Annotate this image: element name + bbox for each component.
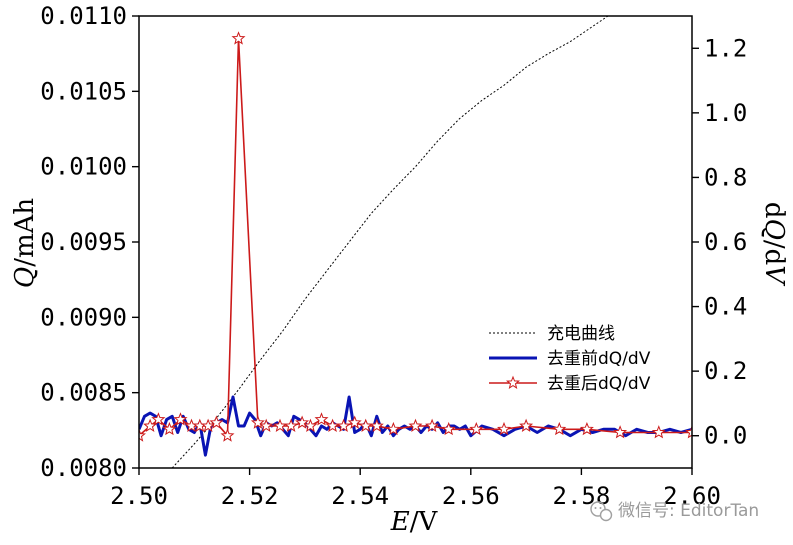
- y-right-tick-label: 1.2: [704, 34, 747, 62]
- series-point-star: [259, 418, 274, 433]
- series-point-star: [369, 418, 384, 433]
- series-point-star: [273, 418, 287, 433]
- series-point-star: [579, 421, 594, 436]
- series-point-star: [441, 421, 456, 436]
- y-left-axis-title: Q/mAh: [10, 198, 40, 289]
- legend-label-charge-curve: 充电曲线: [547, 324, 615, 344]
- series-point-star: [425, 418, 440, 433]
- series-point-star: [303, 418, 318, 433]
- series-layer: [139, 16, 692, 468]
- series-point-star: [347, 415, 362, 429]
- series-point-star: [386, 421, 401, 436]
- series-point-star: [314, 412, 329, 426]
- series-point-star: [358, 418, 373, 433]
- legend-label-after-dedup: 去重后dQ/dV: [547, 374, 651, 394]
- series-point-star: [173, 412, 188, 426]
- legend-star-marker: [506, 375, 520, 390]
- legend: 充电曲线 去重前dQ/dV 去重后dQ/dV: [489, 324, 651, 394]
- ticks-layer: 2.50 2.52 2.54 2.56 2.58 2.600.00800.00850.00…: [40, 2, 747, 510]
- y-left-tick-label: 0.0095: [40, 228, 127, 256]
- series-point-star: [469, 421, 484, 436]
- series-point-star: [497, 421, 511, 436]
- x-axis-title: E/V: [390, 507, 439, 537]
- legend-label-before-dedup: 去重前dQ/dV: [547, 349, 651, 369]
- series-point-star: [201, 418, 216, 433]
- series-point-star: [139, 428, 146, 442]
- y-left-tick-label: 0.0110: [40, 2, 127, 30]
- x-tick-label: 2.56: [442, 482, 500, 510]
- y-right-axis-title: dQ/dV: [759, 202, 789, 286]
- series-line-1: [171, 16, 609, 468]
- x-tick-label: 2.54: [331, 482, 389, 510]
- y-left-tick-label: 0.0080: [40, 454, 127, 482]
- x-tick-label: 2.58: [553, 482, 611, 510]
- series-point-star: [220, 428, 235, 442]
- y-right-tick-label: 0.2: [704, 357, 747, 385]
- series-point-star: [685, 425, 692, 439]
- series-point-star: [408, 418, 423, 433]
- legend-star-marker-shape: [506, 375, 520, 390]
- y-right-tick-label: 1.0: [704, 99, 747, 127]
- series-point-star: [613, 425, 628, 439]
- series-point-star: [325, 418, 340, 433]
- series-point-star: [209, 415, 224, 429]
- series-point-star: [151, 412, 166, 426]
- series-point-star: [284, 418, 299, 433]
- watermark: 微信号: EditorTan: [590, 501, 759, 522]
- y-right-tick-label: 0.6: [704, 228, 747, 256]
- y-right-tick-label: 0.0: [704, 422, 747, 450]
- y-right-tick-label: 0.4: [704, 293, 747, 321]
- series-point-star: [231, 31, 246, 45]
- y-left-tick-label: 0.0085: [40, 379, 127, 407]
- y-right-tick-label: 0.8: [704, 163, 747, 191]
- series-point-star: [250, 415, 265, 429]
- x-tick-label: 2.50: [110, 482, 168, 510]
- x-tick-label: 2.60: [663, 482, 721, 510]
- series-point-star: [519, 418, 534, 433]
- series-point-star: [552, 421, 567, 436]
- y-left-tick-label: 0.0105: [40, 77, 127, 105]
- wechat-icon: [590, 501, 613, 522]
- series-point-star: [651, 425, 666, 439]
- x-tick-label: 2.52: [221, 482, 279, 510]
- series-point-star: [336, 418, 351, 433]
- watermark-text: 微信号: EditorTan: [618, 501, 759, 521]
- plot-frame: [138, 15, 693, 469]
- series-point-star: [162, 421, 177, 436]
- y-left-tick-label: 0.0090: [40, 303, 127, 331]
- y-left-tick-label: 0.0100: [40, 153, 127, 181]
